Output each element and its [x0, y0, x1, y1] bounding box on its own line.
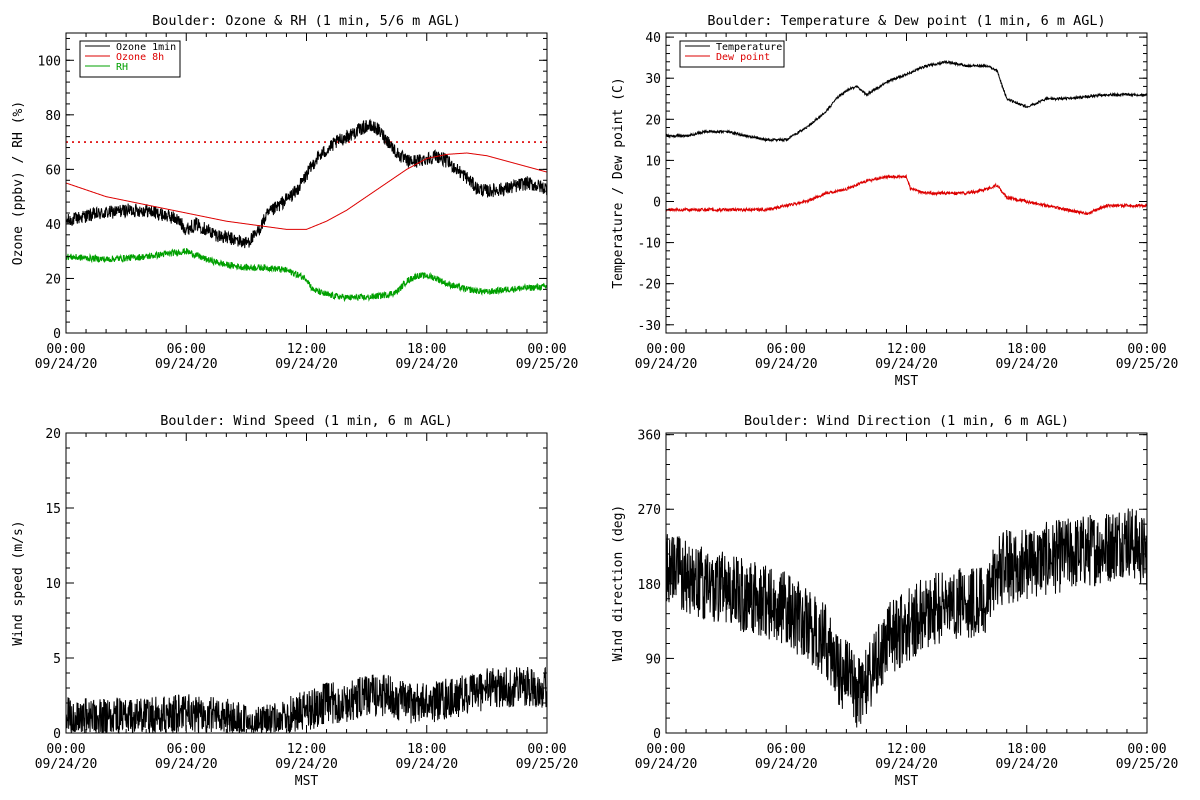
- y-tick-label: 270: [638, 503, 661, 518]
- legend-label: Ozone 1min: [116, 42, 176, 53]
- legend-label: Temperature: [716, 42, 782, 53]
- x-tick-label-date: 09/24/20: [635, 357, 698, 372]
- chart-panel-2: Boulder: Temperature & Dew point (1 min,…: [611, 13, 1178, 389]
- x-tick-label-date: 09/24/20: [395, 757, 458, 772]
- x-tick-label-time: 00:00: [646, 742, 685, 757]
- series-line-2: [665, 174, 1148, 216]
- y-tick-label: 0: [53, 727, 61, 742]
- legend-label: Ozone 8h: [116, 52, 164, 63]
- x-tick-label-date: 09/24/20: [995, 357, 1058, 372]
- x-tick-label-time: 00:00: [1127, 742, 1166, 757]
- y-tick-label: 0: [653, 727, 661, 742]
- x-tick-label-date: 09/24/20: [635, 757, 698, 772]
- chart-title: Boulder: Wind Direction (1 min, 6 m AGL): [744, 413, 1069, 429]
- x-tick-label-date: 09/24/20: [755, 757, 818, 772]
- x-tick-label-time: 18:00: [1007, 742, 1046, 757]
- x-axis-label: MST: [895, 374, 919, 389]
- x-tick-label-date: 09/24/20: [275, 357, 338, 372]
- x-tick-label-time: 06:00: [167, 342, 206, 357]
- x-tick-label-time: 06:00: [167, 742, 206, 757]
- y-axis-label: Ozone (ppbv) / RH (%): [11, 101, 26, 265]
- chart-title: Boulder: Ozone & RH (1 min, 5/6 m AGL): [152, 13, 461, 29]
- chart-panel-1: Boulder: Ozone & RH (1 min, 5/6 m AGL) Oz…: [11, 13, 578, 372]
- y-tick-label: 90: [645, 652, 661, 667]
- y-tick-label: 30: [645, 72, 661, 87]
- series-line-1: [65, 666, 548, 735]
- chart-title: Boulder: Temperature & Dew point (1 min,…: [707, 13, 1105, 29]
- y-tick-label: 100: [38, 54, 61, 69]
- series-line-3: [65, 248, 548, 303]
- x-tick-label-date: 09/25/20: [516, 357, 579, 372]
- y-tick-label: 10: [45, 577, 61, 592]
- x-tick-label-date: 09/24/20: [35, 757, 98, 772]
- y-axis-label: Wind direction (deg): [611, 505, 626, 662]
- legend-label: Dew point: [716, 52, 770, 63]
- y-tick-label: -20: [638, 278, 661, 293]
- x-tick-label-date: 09/24/20: [995, 757, 1058, 772]
- x-tick-label-time: 00:00: [1127, 342, 1166, 357]
- x-tick-label-date: 09/24/20: [155, 757, 218, 772]
- x-tick-label-time: 12:00: [887, 742, 926, 757]
- x-tick-label-date: 09/25/20: [1116, 357, 1179, 372]
- y-tick-label: 60: [45, 163, 61, 178]
- x-tick-label-date: 09/24/20: [155, 357, 218, 372]
- x-tick-label-date: 09/25/20: [1116, 757, 1179, 772]
- x-tick-label-date: 09/24/20: [755, 357, 818, 372]
- y-tick-label: 10: [645, 154, 661, 169]
- y-tick-label: 360: [638, 429, 661, 444]
- x-tick-label-date: 09/24/20: [395, 357, 458, 372]
- x-tick-label-time: 12:00: [287, 342, 326, 357]
- legend-box: [79, 40, 181, 78]
- y-tick-label: 80: [45, 109, 61, 124]
- series-line-2: [65, 152, 548, 230]
- x-tick-label-time: 00:00: [646, 342, 685, 357]
- y-tick-label: 40: [45, 218, 61, 233]
- y-tick-label: -30: [638, 319, 661, 334]
- y-tick-label: 180: [638, 578, 661, 593]
- x-tick-label-date: 09/24/20: [875, 757, 938, 772]
- y-axis-label: Temperature / Dew point (C): [611, 77, 626, 288]
- x-tick-label-date: 09/24/20: [875, 357, 938, 372]
- x-tick-label-time: 18:00: [407, 742, 446, 757]
- y-tick-label: 20: [45, 427, 61, 442]
- x-tick-label-time: 00:00: [46, 742, 85, 757]
- legend-label: RH: [116, 62, 128, 73]
- chart-panel-4: Boulder: Wind Direction (1 min, 6 m AGL)…: [611, 413, 1178, 789]
- legend-box: [679, 40, 785, 68]
- x-tick-label-time: 06:00: [767, 342, 806, 357]
- x-tick-label-time: 00:00: [527, 342, 566, 357]
- y-tick-label: -10: [638, 237, 661, 252]
- x-tick-label-time: 00:00: [46, 342, 85, 357]
- plot-frame: [665, 32, 1148, 334]
- series-line-1: [665, 508, 1148, 728]
- y-tick-label: 0: [653, 195, 661, 210]
- x-tick-label-time: 18:00: [407, 342, 446, 357]
- y-tick-label: 0: [53, 327, 61, 342]
- y-axis-label: Wind speed (m/s): [11, 520, 26, 645]
- y-tick-label: 20: [645, 113, 661, 128]
- x-tick-label-time: 12:00: [287, 742, 326, 757]
- chart-title: Boulder: Wind Speed (1 min, 6 m AGL): [160, 413, 453, 429]
- y-tick-label: 5: [53, 652, 61, 667]
- chart-panel-3: Boulder: Wind Speed (1 min, 6 m AGL) Wind…: [11, 413, 578, 789]
- series-line-1: [665, 60, 1148, 143]
- y-tick-label: 15: [45, 502, 61, 517]
- x-tick-label-time: 12:00: [887, 342, 926, 357]
- x-tick-label-time: 18:00: [1007, 342, 1046, 357]
- x-tick-label-time: 06:00: [767, 742, 806, 757]
- y-tick-label: 40: [645, 31, 661, 46]
- x-tick-label-date: 09/25/20: [516, 757, 579, 772]
- y-tick-label: 20: [45, 272, 61, 287]
- x-axis-label: MST: [295, 774, 319, 789]
- series-line-1: [65, 118, 548, 249]
- x-tick-label-time: 00:00: [527, 742, 566, 757]
- x-tick-label-date: 09/24/20: [35, 357, 98, 372]
- x-axis-label: MST: [895, 774, 919, 789]
- x-tick-label-date: 09/24/20: [275, 757, 338, 772]
